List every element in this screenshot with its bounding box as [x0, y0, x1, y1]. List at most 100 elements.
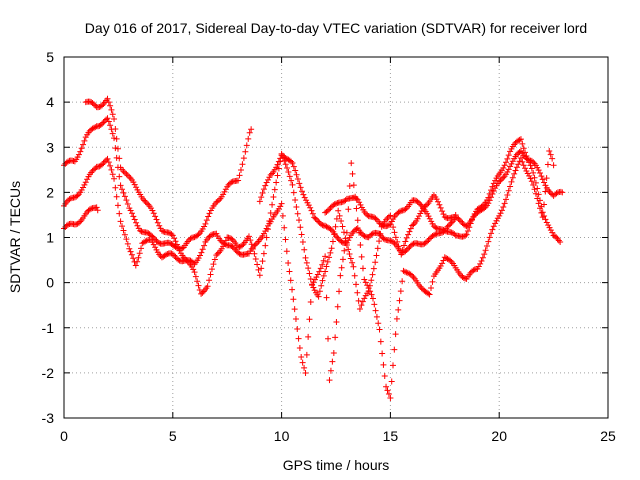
data-point — [123, 236, 130, 243]
data-point — [516, 158, 523, 165]
data-point — [330, 202, 337, 209]
data-point — [386, 222, 393, 229]
data-point — [305, 202, 312, 209]
data-point — [195, 282, 202, 289]
data-point — [515, 161, 522, 168]
data-point — [109, 111, 116, 118]
data-point — [333, 215, 340, 222]
data-point — [301, 364, 308, 371]
data-point — [299, 188, 305, 195]
data-point — [176, 247, 183, 254]
data-point — [390, 224, 397, 231]
data-point — [279, 212, 286, 219]
data-point — [369, 230, 376, 237]
data-point — [342, 235, 349, 242]
data-point — [353, 195, 360, 202]
data-point — [535, 200, 542, 207]
data-point — [324, 207, 331, 214]
data-point — [311, 276, 318, 283]
data-point — [432, 231, 439, 238]
data-point — [335, 207, 342, 214]
data-point — [342, 197, 349, 204]
data-point — [296, 180, 303, 187]
data-point — [337, 272, 344, 279]
data-point — [259, 258, 266, 265]
data-point — [112, 125, 119, 132]
data-point — [331, 201, 338, 208]
y-tick-label: 4 — [46, 94, 54, 110]
data-point — [504, 169, 511, 176]
data-point — [534, 195, 541, 202]
data-point — [208, 266, 215, 273]
data-point — [156, 240, 163, 247]
data-point — [116, 173, 123, 180]
data-point — [359, 298, 366, 305]
data-point — [343, 241, 350, 248]
data-point — [503, 196, 509, 203]
data-point — [133, 219, 140, 226]
data-point — [414, 215, 421, 222]
data-point — [82, 179, 89, 186]
data-point — [137, 227, 144, 234]
data-point — [393, 315, 400, 322]
data-point — [538, 173, 545, 180]
data-point — [323, 263, 330, 270]
data-point — [205, 213, 212, 220]
data-point — [326, 254, 333, 261]
data-point — [316, 268, 323, 275]
data-point — [126, 173, 133, 180]
data-point — [169, 251, 176, 258]
data-point — [500, 204, 507, 211]
data-point — [354, 217, 361, 224]
data-point — [286, 157, 293, 164]
data-point — [299, 238, 306, 245]
data-point — [544, 161, 551, 168]
data-point — [353, 281, 360, 288]
data-point — [530, 182, 537, 189]
data-point — [392, 234, 399, 241]
data-point — [496, 178, 503, 185]
data-point — [107, 162, 114, 169]
data-point — [488, 230, 495, 237]
data-point — [169, 232, 176, 239]
data-point — [372, 259, 379, 266]
data-point — [508, 160, 515, 167]
data-point — [368, 291, 375, 298]
data-point — [435, 198, 441, 205]
data-point — [298, 353, 305, 360]
data-point — [81, 181, 88, 188]
data-point — [462, 222, 469, 229]
data-point — [99, 102, 106, 109]
data-point — [327, 226, 334, 233]
data-point — [380, 235, 387, 242]
data-point — [222, 241, 229, 248]
data-point — [368, 277, 375, 284]
data-point — [527, 175, 534, 182]
data-point — [207, 232, 214, 239]
y-tick-label: -2 — [42, 365, 55, 381]
data-point — [345, 246, 352, 253]
data-point — [143, 229, 150, 236]
data-point — [530, 169, 537, 176]
data-point — [109, 171, 116, 178]
data-point — [99, 161, 106, 168]
data-point — [366, 282, 373, 289]
data-point — [237, 167, 244, 174]
data-point — [375, 320, 382, 327]
data-point — [436, 201, 443, 208]
data-point — [206, 210, 213, 217]
data-point — [263, 234, 270, 241]
data-point — [104, 115, 111, 122]
data-point — [338, 218, 345, 225]
data-point — [149, 233, 156, 240]
data-point — [269, 201, 276, 208]
data-point — [451, 231, 458, 238]
data-point — [550, 192, 557, 199]
data-point — [409, 272, 416, 279]
data-point — [313, 274, 320, 281]
data-point — [326, 377, 333, 384]
data-point — [354, 289, 361, 296]
data-point — [271, 186, 278, 193]
data-point — [263, 179, 270, 186]
data-point — [409, 241, 416, 248]
